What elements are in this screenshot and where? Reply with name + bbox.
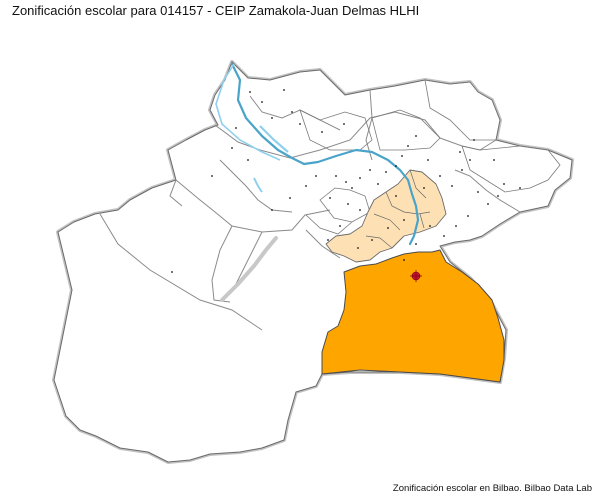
primary-school-zone (321, 249, 505, 383)
upper-districts (299, 79, 561, 235)
district-boundaries (99, 89, 521, 331)
highway (220, 236, 278, 302)
secondary-zone-subdivisions (365, 169, 431, 249)
secondary-school-zone (325, 169, 447, 263)
school-points (171, 89, 521, 273)
school-location-icon (410, 270, 422, 282)
map-caption: Zonificación escolar en Bilbao. Bilbao D… (392, 483, 592, 494)
municipal-boundary (53, 61, 573, 463)
map-title: Zonificación escolar para 014157 - CEIP … (12, 3, 420, 18)
river (215, 62, 420, 246)
